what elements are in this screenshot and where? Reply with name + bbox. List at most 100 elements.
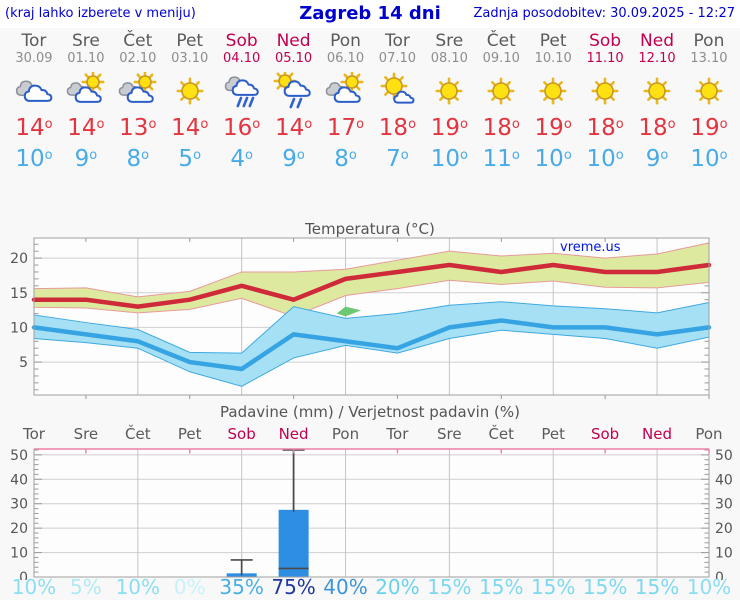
day-date-label: 05.10	[274, 51, 313, 66]
rain-streak	[242, 96, 248, 108]
low-temp-label: 10o	[534, 146, 572, 172]
day-column: Tor 07.10 18o 7o	[371, 32, 423, 173]
precip-probability-label: 10%	[686, 575, 732, 599]
precip-ytick-label: 0	[715, 570, 724, 580]
rain-streak	[289, 97, 295, 109]
cloud-shape	[232, 80, 257, 94]
cloud-shape	[335, 87, 360, 101]
low-temp-label: 8o	[334, 146, 357, 172]
day-date-label: 12.10	[638, 51, 676, 66]
precip-probability-label: 15%	[479, 575, 524, 599]
precip-ytick-label: 20	[10, 521, 28, 537]
weather-icon	[583, 72, 627, 110]
sun-rain-icon	[273, 69, 316, 109]
temp-ytick-label: 20	[10, 251, 28, 267]
day-column: Pon 06.10 17o 8o	[320, 32, 372, 173]
precip-chart-title: Padavine (mm) / Verjetnost padavin (%)	[220, 403, 520, 421]
probability-row: 10% 5% 10% 0% 35% 75% 40% 20% 15% 15% 15% 15% 15% 10%	[8, 576, 736, 599]
precip-day-label: Sre	[437, 425, 462, 443]
day-date-label: 10.10	[534, 51, 572, 66]
temp-ytick-label: 15	[10, 286, 28, 302]
precip-day-label: Pon	[695, 425, 723, 443]
sun-shape	[380, 72, 408, 100]
day-column: Čet 02.10 13o 8o	[112, 32, 164, 173]
sun-shape	[487, 77, 515, 105]
day-date-label: 11.10	[586, 51, 624, 66]
low-temp-label: 10o	[690, 146, 728, 172]
high-temp-label: 18o	[482, 115, 520, 141]
weather-icon	[116, 70, 160, 110]
band-overlap	[336, 306, 362, 317]
watermark-link[interactable]: vreme.us	[560, 240, 621, 255]
precip-probability-label: 10%	[11, 575, 57, 599]
sun-shape	[435, 77, 463, 105]
sunny-icon	[176, 77, 204, 105]
precip-ytick-label: 50	[10, 448, 28, 464]
low-temp-label: 5o	[178, 146, 202, 172]
precip-day-label: Ned	[278, 425, 309, 443]
precip-probability-label: 0%	[173, 575, 206, 599]
weather-icon	[427, 72, 471, 110]
sunny-icon	[643, 77, 671, 105]
day-column: Sre 01.10 14o 9o	[60, 32, 112, 173]
sunny-icon	[435, 77, 463, 105]
sunny-icon	[539, 77, 567, 105]
partly-cloudy-icon	[116, 70, 157, 110]
precip-day-label: Sob	[590, 425, 620, 443]
precip-probability-label: 15%	[582, 575, 628, 599]
plot-area	[34, 449, 709, 577]
day-date-label: 04.10	[223, 51, 261, 66]
precip-day-label: Pet	[541, 425, 565, 443]
day-column: Pon 13.10 19o 10o	[683, 32, 735, 173]
plot-border	[33, 449, 710, 578]
cloudy-icon	[12, 72, 56, 110]
temp-ytick-label: 10	[10, 320, 28, 336]
precip-day-label: Sre	[73, 425, 99, 443]
precip-ytick-label: 20	[715, 521, 733, 537]
weather-icon	[220, 72, 264, 110]
precip-probability-label: 15%	[530, 575, 576, 599]
high-temp-label: 13o	[119, 115, 157, 141]
cloud-shape	[395, 92, 414, 103]
precip-ytick-label: 40	[10, 472, 28, 488]
precip-ytick-label: 30	[715, 497, 733, 513]
day-name-label: Tor	[384, 31, 410, 51]
day-name-label: Pon	[330, 31, 361, 51]
cloud-shape	[284, 81, 309, 95]
high-temp-label: 14o	[274, 115, 313, 141]
min-temperature-line	[31, 318, 712, 372]
day-name-label: Tor	[21, 31, 47, 51]
weather-icon	[168, 72, 212, 110]
day-column: Pet 03.10 14o 5o	[164, 32, 216, 173]
sun-shape	[643, 77, 671, 105]
high-temp-label: 19o	[430, 115, 468, 141]
last-update: Zadnja posodobitev: 30.09.2025 - 12:27	[473, 6, 735, 21]
partly-cloudy-icon	[64, 70, 105, 110]
sun-shape	[81, 70, 105, 94]
high-temp-label: 19o	[690, 115, 728, 141]
weather-icon	[531, 72, 575, 110]
weather-icon	[323, 70, 367, 110]
precip-day-label: Tor	[386, 425, 409, 443]
precip-day-label: Čet	[488, 425, 515, 443]
sun-shape	[176, 77, 204, 105]
precip-probability-label: 10%	[115, 575, 161, 599]
day-name-label: Pon	[693, 31, 725, 51]
precip-day-label: Tor	[22, 425, 45, 443]
day-name-label: Pet	[176, 31, 204, 51]
partly-cloudy-icon	[323, 70, 364, 110]
high-temp-label: 14o	[67, 115, 105, 141]
low-temp-label: 10o	[15, 146, 53, 172]
day-column: Tor 30.09 14o 10o	[8, 32, 60, 173]
low-temp-label: 8o	[126, 146, 150, 172]
rain-icon	[220, 72, 264, 108]
high-temp-label: 18o	[378, 115, 417, 141]
weather-icon	[12, 72, 56, 110]
menu-hint: (kraj lahko izberete v meniju)	[5, 6, 196, 21]
precip-ytick-label: 0	[19, 570, 28, 580]
precip-bar	[278, 509, 309, 577]
low-temp-label: 4o	[230, 146, 253, 172]
high-temp-label: 17o	[326, 115, 365, 141]
low-temp-label: 10o	[430, 146, 468, 172]
day-column: Pet 10.10 19o 10o	[527, 32, 579, 173]
